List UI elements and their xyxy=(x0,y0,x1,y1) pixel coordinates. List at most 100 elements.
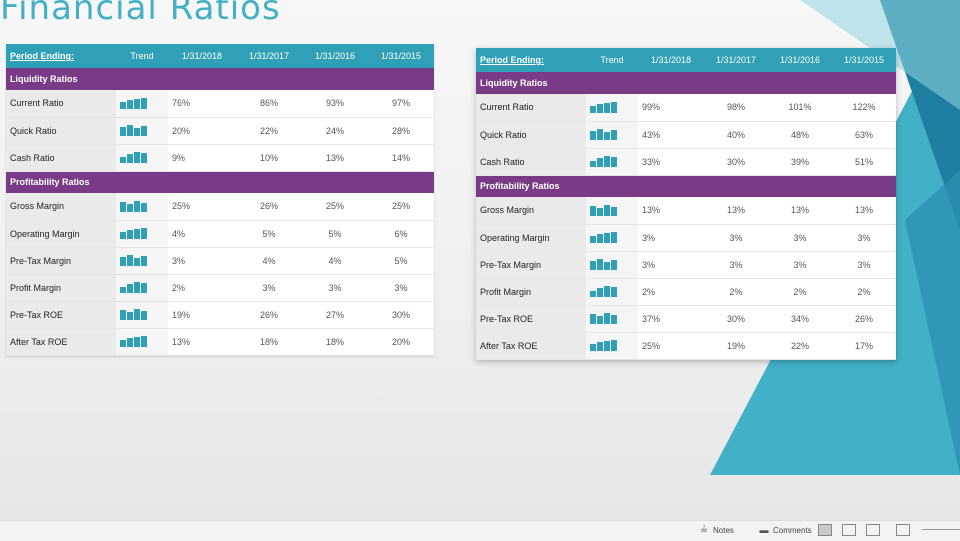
table-row[interactable]: Current Ratio 76% 86% 93% 97% xyxy=(6,90,434,117)
value-cell[interactable]: 13% xyxy=(854,205,873,216)
zoom-slider[interactable] xyxy=(922,529,960,530)
value-cell[interactable]: 3% xyxy=(642,232,656,243)
value-cell[interactable]: 13% xyxy=(172,336,191,347)
period-ending-header[interactable]: Period Ending: xyxy=(480,55,544,65)
value-cell[interactable]: 22% xyxy=(790,340,809,351)
year-header[interactable]: 1/31/2017 xyxy=(715,55,757,65)
trend-header[interactable]: Trend xyxy=(130,51,154,61)
value-cell[interactable]: 40% xyxy=(726,129,745,140)
notes-button[interactable]: ≟ Notes xyxy=(698,525,734,536)
value-cell[interactable]: 5% xyxy=(328,228,342,239)
ratios-table-left[interactable]: Period Ending: Trend 1/31/2018 1/31/2017 1/3… xyxy=(6,44,434,356)
table-row[interactable]: Gross Margin 13% 13% 13% 13% xyxy=(476,197,896,224)
value-cell[interactable]: 63% xyxy=(854,129,873,140)
value-cell[interactable]: 4% xyxy=(262,255,276,266)
value-cell[interactable]: 10% xyxy=(259,152,278,163)
value-cell[interactable]: 51% xyxy=(854,156,873,167)
value-cell[interactable]: 30% xyxy=(391,309,410,320)
value-cell[interactable]: 3% xyxy=(857,232,871,243)
table-row[interactable]: Cash Ratio 9% 10% 13% 14% xyxy=(6,144,434,171)
slideshow-view-button[interactable] xyxy=(896,524,910,536)
table-row[interactable]: Quick Ratio 43% 40% 48% 63% xyxy=(476,121,896,148)
value-cell[interactable]: 39% xyxy=(790,156,809,167)
value-cell[interactable]: 28% xyxy=(391,125,410,136)
value-cell[interactable]: 2% xyxy=(793,286,807,297)
value-cell[interactable]: 99% xyxy=(642,102,661,113)
value-cell[interactable]: 19% xyxy=(726,340,745,351)
value-cell[interactable]: 30% xyxy=(726,156,745,167)
value-cell[interactable]: 48% xyxy=(790,129,809,140)
value-cell[interactable]: 3% xyxy=(262,282,276,293)
value-cell[interactable]: 13% xyxy=(790,205,809,216)
value-cell[interactable]: 26% xyxy=(259,309,278,320)
year-header[interactable]: 1/31/2015 xyxy=(843,55,885,65)
table-row[interactable]: Cash Ratio 33% 30% 39% 51% xyxy=(476,148,896,175)
value-cell[interactable]: 26% xyxy=(854,313,873,324)
trend-header[interactable]: Trend xyxy=(600,55,624,65)
value-cell[interactable]: 9% xyxy=(172,152,186,163)
value-cell[interactable]: 2% xyxy=(857,286,871,297)
year-header[interactable]: 1/31/2018 xyxy=(650,55,692,65)
value-cell[interactable]: 13% xyxy=(726,205,745,216)
value-cell[interactable]: 2% xyxy=(729,286,743,297)
table-row[interactable]: Operating Margin 3% 3% 3% 3% xyxy=(476,224,896,251)
value-cell[interactable]: 5% xyxy=(262,228,276,239)
value-cell[interactable]: 25% xyxy=(642,340,661,351)
value-cell[interactable]: 13% xyxy=(325,152,344,163)
value-cell[interactable]: 20% xyxy=(172,125,191,136)
value-cell[interactable]: 5% xyxy=(394,255,408,266)
year-header[interactable]: 1/31/2016 xyxy=(779,55,821,65)
value-cell[interactable]: 18% xyxy=(325,336,344,347)
value-cell[interactable]: 3% xyxy=(172,255,186,266)
value-cell[interactable]: 22% xyxy=(259,125,278,136)
value-cell[interactable]: 19% xyxy=(172,309,191,320)
value-cell[interactable]: 25% xyxy=(391,201,410,212)
value-cell[interactable]: 2% xyxy=(172,282,186,293)
value-cell[interactable]: 27% xyxy=(325,309,344,320)
value-cell[interactable]: 4% xyxy=(172,228,186,239)
normal-view-button[interactable] xyxy=(818,524,832,536)
value-cell[interactable]: 93% xyxy=(325,98,344,109)
value-cell[interactable]: 76% xyxy=(172,98,191,109)
value-cell[interactable]: 30% xyxy=(726,313,745,324)
reading-view-button[interactable] xyxy=(866,524,880,536)
value-cell[interactable]: 26% xyxy=(259,201,278,212)
ratios-table-right[interactable]: Period Ending: Trend 1/31/2018 1/31/2017 1/3… xyxy=(476,48,896,360)
value-cell[interactable]: 25% xyxy=(325,201,344,212)
value-cell[interactable]: 3% xyxy=(328,282,342,293)
period-ending-header[interactable]: Period Ending: xyxy=(10,51,74,61)
table-row[interactable]: Profit Margin 2% 2% 2% 2% xyxy=(476,278,896,305)
table-row[interactable]: Operating Margin 4% 5% 5% 6% xyxy=(6,220,434,247)
comments-button[interactable]: ▬ Comments xyxy=(758,525,812,536)
value-cell[interactable]: 122% xyxy=(852,102,876,113)
table-row[interactable]: Quick Ratio 20% 22% 24% 28% xyxy=(6,117,434,144)
table-row[interactable]: Pre-Tax Margin 3% 3% 3% 3% xyxy=(476,251,896,278)
value-cell[interactable]: 98% xyxy=(726,102,745,113)
value-cell[interactable]: 3% xyxy=(642,259,656,270)
year-header[interactable]: 1/31/2017 xyxy=(248,51,290,61)
value-cell[interactable]: 3% xyxy=(394,282,408,293)
table-row[interactable]: Current Ratio 99% 98% 101% 122% xyxy=(476,94,896,121)
table-row[interactable]: After Tax ROE 13% 18% 18% 20% xyxy=(6,328,434,355)
value-cell[interactable]: 6% xyxy=(394,228,408,239)
year-header[interactable]: 1/31/2015 xyxy=(380,51,422,61)
table-row[interactable]: Pre-Tax ROE 37% 30% 34% 26% xyxy=(476,305,896,332)
value-cell[interactable]: 17% xyxy=(854,340,873,351)
value-cell[interactable]: 14% xyxy=(391,152,410,163)
value-cell[interactable]: 2% xyxy=(642,286,656,297)
value-cell[interactable]: 20% xyxy=(391,336,410,347)
value-cell[interactable]: 86% xyxy=(259,98,278,109)
year-header[interactable]: 1/31/2016 xyxy=(314,51,356,61)
value-cell[interactable]: 4% xyxy=(328,255,342,266)
table-row[interactable]: After Tax ROE 25% 19% 22% 17% xyxy=(476,332,896,359)
value-cell[interactable]: 43% xyxy=(642,129,661,140)
value-cell[interactable]: 3% xyxy=(793,259,807,270)
slide-sorter-view-button[interactable] xyxy=(842,524,856,536)
table-row[interactable]: Gross Margin 25% 26% 25% 25% xyxy=(6,193,434,220)
value-cell[interactable]: 34% xyxy=(790,313,809,324)
value-cell[interactable]: 101% xyxy=(788,102,812,113)
value-cell[interactable]: 25% xyxy=(172,201,191,212)
year-header[interactable]: 1/31/2018 xyxy=(181,51,223,61)
table-row[interactable]: Pre-Tax Margin 3% 4% 4% 5% xyxy=(6,247,434,274)
value-cell[interactable]: 13% xyxy=(642,205,661,216)
